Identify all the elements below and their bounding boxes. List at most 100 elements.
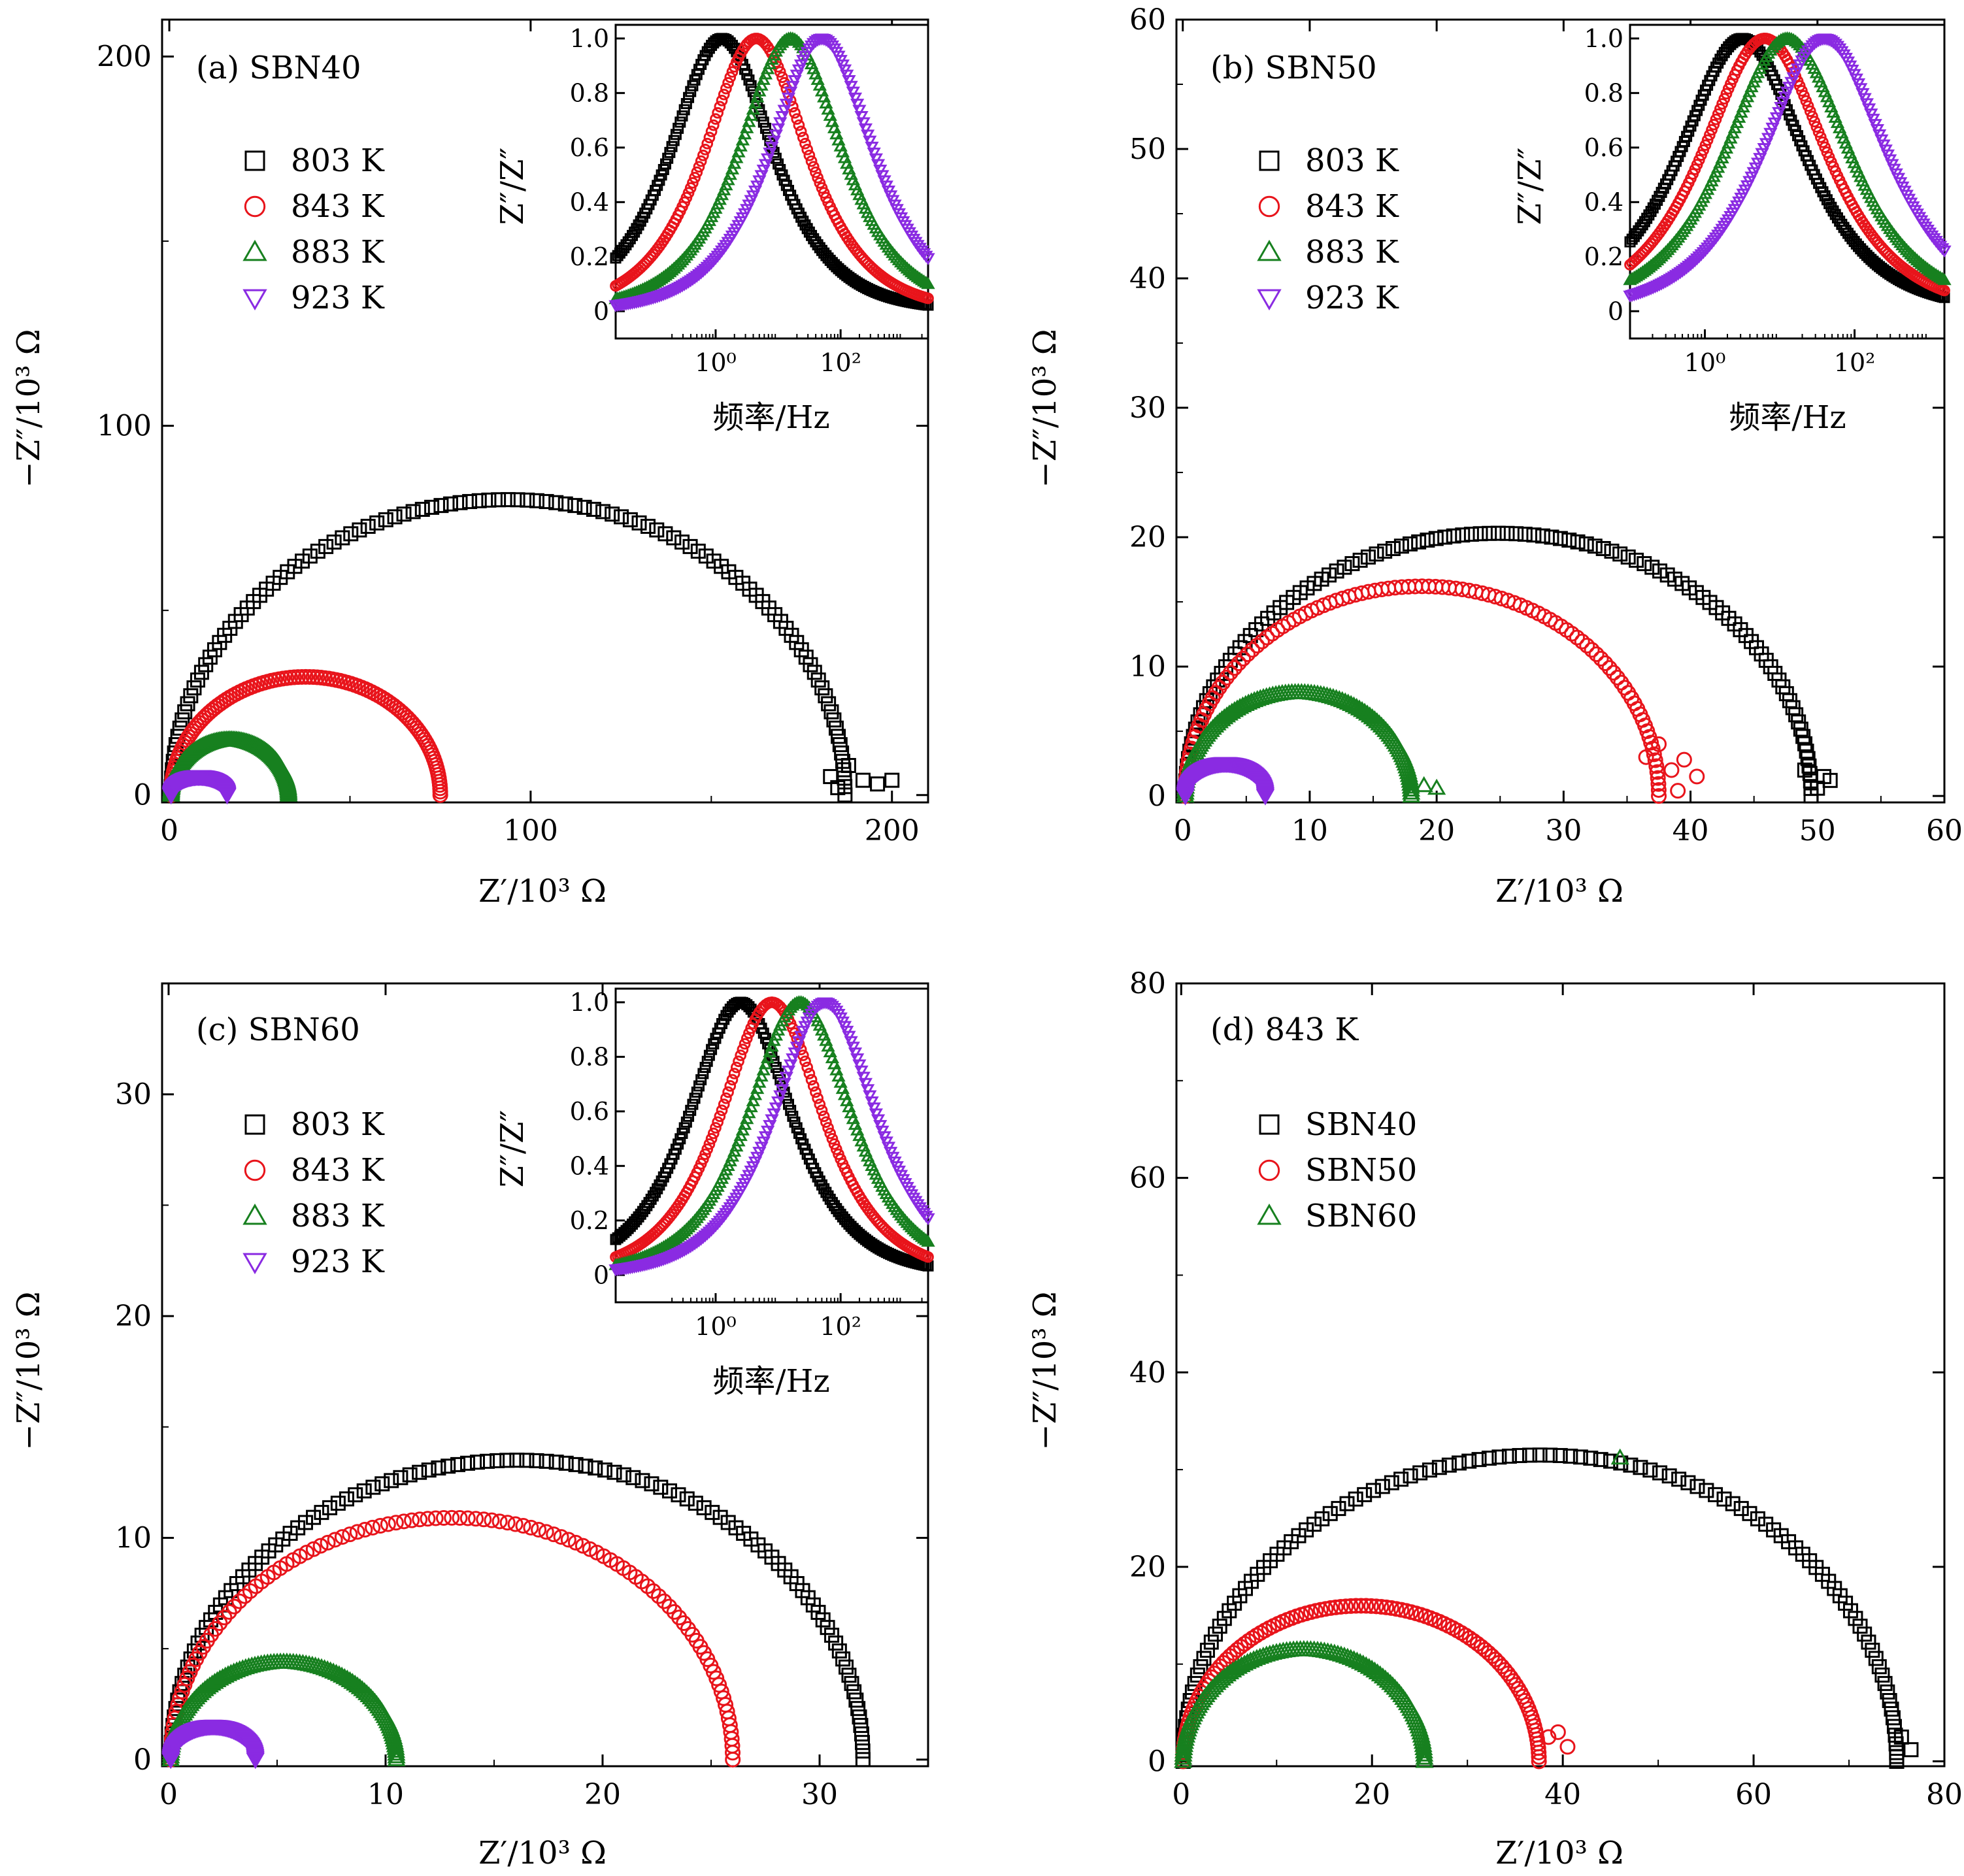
x-tick-label: 0 <box>1172 1778 1190 1811</box>
data-point <box>194 1627 210 1643</box>
inset-data-point <box>748 1088 763 1100</box>
legend-label-803k: 803 K <box>1305 142 1399 179</box>
panel-d-plot: 0 20 40 60 80 0 20 40 60 80 <box>1129 967 1963 1811</box>
data-point <box>625 1470 641 1485</box>
data-point <box>1254 633 1270 650</box>
x-tick-label: 20 <box>584 1778 621 1811</box>
data-point <box>1428 531 1444 546</box>
inset-data-point <box>752 1076 767 1088</box>
inset-data-point <box>860 129 875 142</box>
data-point <box>237 1588 253 1604</box>
inset-data-point <box>740 121 754 133</box>
data-point <box>1415 1745 1434 1762</box>
data-point <box>1441 1457 1457 1473</box>
inset-data-point <box>722 76 734 89</box>
inset-data-point <box>712 107 724 119</box>
inset-data-point <box>744 108 758 121</box>
data-point <box>1482 525 1497 541</box>
data-point <box>1597 655 1614 672</box>
legend-label-843k: 843 K <box>1305 188 1399 225</box>
data-point <box>1403 1468 1418 1484</box>
data-point <box>644 1476 659 1492</box>
data-point <box>1871 1659 1887 1675</box>
legend-label-sbn60: SBN60 <box>1305 1198 1417 1234</box>
data-point <box>1463 527 1479 542</box>
data-point <box>852 1709 867 1725</box>
data-point <box>326 535 342 550</box>
inset-data-point <box>801 143 814 156</box>
data-point <box>1451 1455 1467 1471</box>
data-point <box>1226 660 1242 676</box>
data-point <box>1699 1483 1714 1498</box>
data-point <box>846 1684 862 1700</box>
data-point <box>320 1534 336 1551</box>
inset-data-point <box>706 1044 718 1055</box>
inset-data-point <box>1937 245 1952 258</box>
inset-data-point <box>844 1036 858 1049</box>
inset-data-point <box>740 1111 754 1125</box>
data-point <box>1848 1611 1863 1626</box>
data-point <box>807 665 822 680</box>
y-tick-label: 40 <box>1129 262 1166 295</box>
x-tick-label: 100 <box>503 814 558 847</box>
data-point <box>1196 1651 1212 1666</box>
data-point <box>529 493 544 508</box>
inset-data-point <box>858 123 873 136</box>
legend-marker <box>1257 239 1282 261</box>
data-point <box>414 501 430 517</box>
data-point <box>1880 1684 1895 1700</box>
inset-data-point <box>826 1132 839 1145</box>
inset-data-point <box>850 99 865 111</box>
inset-data-point <box>789 1116 801 1128</box>
data-point <box>1420 533 1435 548</box>
panel-a-inset: 10⁰ 10² 0 0.2 0.4 0.6 0.8 1.0 <box>570 24 935 377</box>
y-tick-label: 100 <box>97 410 152 443</box>
data-point <box>412 1464 427 1480</box>
data-point <box>226 1598 242 1615</box>
data-point <box>1603 1453 1619 1469</box>
data-point <box>850 1701 866 1717</box>
data-point <box>318 538 334 554</box>
inset-data-point <box>728 1068 741 1079</box>
inset-data-point <box>705 125 718 137</box>
data-point <box>558 496 573 512</box>
inset-data-point <box>1812 126 1825 138</box>
inset-data-point <box>1704 129 1716 141</box>
inset-data-point <box>789 107 801 119</box>
data-point <box>1652 563 1668 579</box>
data-point <box>870 776 886 792</box>
inset-series-923-k <box>608 33 935 313</box>
y-tick-label: 50 <box>1129 133 1166 166</box>
data-point <box>712 1509 728 1525</box>
data-point <box>314 1505 329 1521</box>
y-tick-label: 60 <box>1129 1162 1166 1195</box>
data-point <box>1244 642 1261 658</box>
plot-frame <box>161 18 929 804</box>
inset-data-point <box>846 1042 860 1054</box>
data-point <box>690 544 706 559</box>
data-point <box>1208 1626 1223 1642</box>
data-point <box>1651 788 1667 804</box>
inset-series-883-k <box>1623 31 1952 286</box>
data-point <box>481 492 497 508</box>
inset-data-point <box>814 1098 826 1110</box>
data-point <box>1874 1667 1890 1683</box>
inset-data-point <box>852 105 867 118</box>
data-point <box>1903 1742 1919 1758</box>
data-point <box>1733 1501 1749 1517</box>
x-tick-label: 80 <box>1926 1778 1963 1811</box>
inset-data-point <box>858 1078 873 1091</box>
data-point <box>1348 1598 1364 1614</box>
data-point <box>1363 1598 1379 1614</box>
inset-x-tick-label: 10⁰ <box>695 1312 737 1341</box>
inset-data-point <box>863 135 877 148</box>
data-point <box>1508 526 1524 542</box>
inset-data-point <box>744 1100 758 1113</box>
inset-data-point <box>812 172 824 184</box>
inset-data-point <box>748 96 763 108</box>
data-point <box>343 526 359 542</box>
inset-data-point <box>676 1127 688 1139</box>
legend-label-sbn50: SBN50 <box>1305 1152 1417 1189</box>
data-point <box>1868 1651 1884 1666</box>
data-point <box>295 553 310 569</box>
